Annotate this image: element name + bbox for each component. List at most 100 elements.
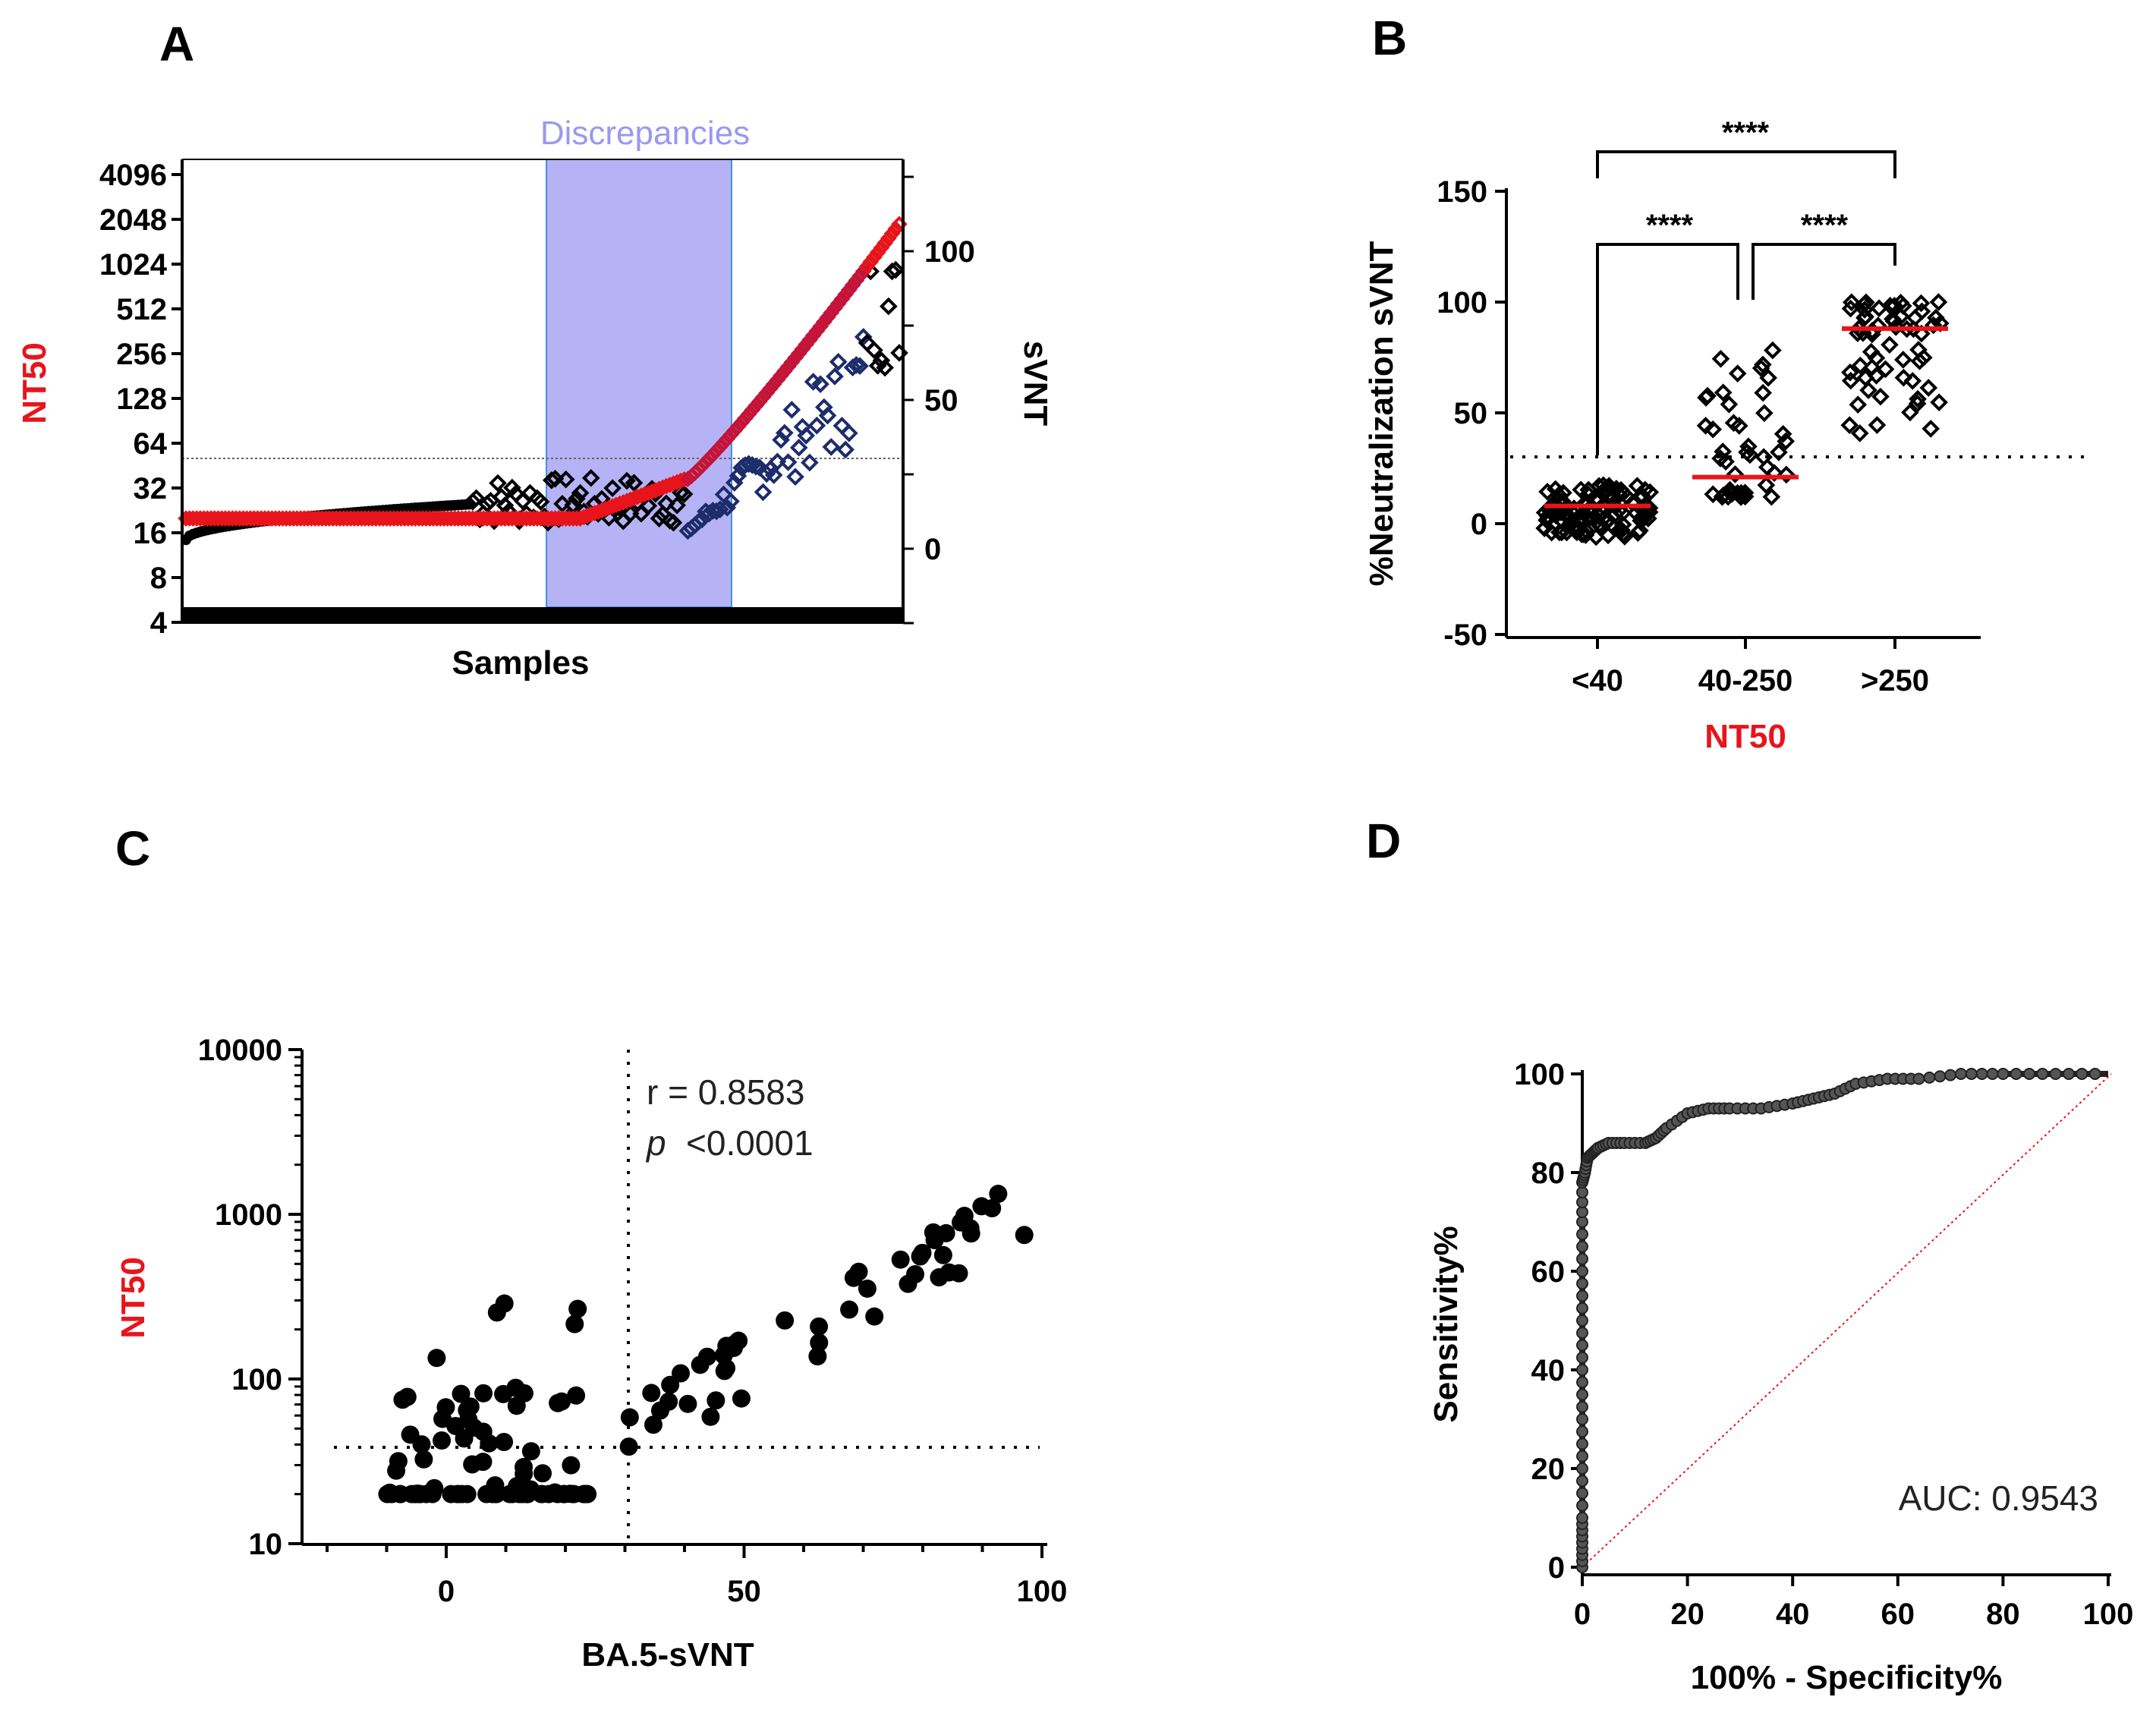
nt50-point	[650, 480, 668, 498]
y-axis-right-title: sVNT	[1017, 341, 1054, 427]
roc-point	[1576, 1364, 1588, 1376]
panel-d-chart: 0 20 40 60 80 100 0 20 40 60 80 100 AUC: 0.9543 10…	[1427, 1058, 2133, 1696]
svnt-point	[789, 439, 808, 457]
svnt-point	[776, 423, 794, 442]
data-point	[1741, 445, 1759, 464]
data-point	[1777, 432, 1795, 451]
y-ticks: 10 100 1000 10000	[198, 1034, 302, 1561]
data-point	[1587, 527, 1606, 546]
y-axis-title: %Neutralization sVNT	[1363, 241, 1400, 587]
data-point	[810, 1333, 829, 1352]
data-point	[644, 1415, 663, 1434]
nt50-point	[625, 490, 643, 507]
tick-label: 0	[1471, 508, 1487, 541]
data-point	[1870, 299, 1888, 318]
nt50-point	[869, 244, 886, 261]
svnt-point	[826, 367, 844, 386]
data-point	[1704, 485, 1723, 504]
svnt-point	[807, 416, 826, 435]
data-point	[1546, 495, 1564, 513]
left-ticks: 4 8 16 32 64 128 256 512 1024 2048 4096	[99, 159, 182, 640]
y-ticks: -50 0 50 100 150	[1437, 175, 1506, 652]
svnt-point	[797, 427, 816, 445]
roc-point	[1576, 1475, 1588, 1488]
data-point	[1631, 521, 1649, 540]
tick-label: 100	[924, 235, 975, 269]
data-point	[1908, 394, 1927, 413]
nt50-point	[672, 472, 689, 490]
nt50-point	[866, 249, 883, 266]
y-axis-title: NT50	[115, 1257, 152, 1339]
tick-label: 100	[231, 1363, 282, 1396]
roc-point	[1576, 1388, 1588, 1401]
data-point	[925, 1231, 944, 1250]
svnt-point	[880, 297, 898, 316]
nt50-point	[661, 477, 678, 493]
data-point	[552, 1392, 571, 1411]
tick-label: 100	[2083, 1598, 2134, 1631]
data-point	[1015, 1226, 1034, 1245]
data-point	[1732, 488, 1750, 506]
nt50-point	[694, 457, 711, 474]
roc-point	[1576, 1487, 1588, 1500]
svnt-point	[829, 352, 848, 371]
svnt-point	[639, 496, 658, 515]
data-point	[436, 1398, 455, 1417]
nt50-point	[700, 450, 718, 467]
data-point	[1859, 381, 1877, 399]
nt50-point	[765, 376, 782, 393]
nt50-point	[744, 401, 761, 419]
roc-point	[2088, 1068, 2101, 1080]
svnt-point	[546, 469, 565, 488]
data-point	[1628, 477, 1647, 496]
nt50-point	[773, 367, 789, 384]
nt50-point	[622, 491, 639, 508]
data-point	[1726, 465, 1745, 483]
nt50-point	[833, 291, 851, 307]
panel-label-d: D	[1366, 814, 1401, 868]
category-label: >250	[1861, 664, 1929, 697]
tick-label: 0	[1548, 1551, 1565, 1585]
roc-point	[1576, 1302, 1588, 1314]
nt50-point	[636, 486, 653, 503]
svnt-point	[822, 438, 841, 456]
nt50-point	[608, 496, 625, 514]
nt50-point	[751, 393, 768, 410]
data-point	[452, 1384, 471, 1403]
data-point	[1924, 316, 1943, 335]
roc-point	[1576, 1376, 1588, 1389]
roc-point	[1576, 1216, 1588, 1228]
panel-b-chart: -50 0 50 100 150 **** **** **** <40 40-250 >25…	[1363, 116, 2087, 755]
nt50-point	[611, 495, 628, 512]
x-ticks: 0 50 100	[326, 1544, 1067, 1608]
data-point	[619, 1437, 638, 1456]
tick-label: 100	[1514, 1058, 1565, 1091]
nt50-point	[769, 371, 786, 389]
data-point	[1851, 356, 1870, 375]
nt50-point	[873, 239, 890, 257]
right-ticks: 0 50 100	[903, 175, 975, 625]
data-point	[562, 1456, 581, 1475]
svnt-point	[625, 474, 644, 493]
data-point	[515, 1458, 533, 1477]
svnt-point	[467, 489, 486, 508]
roc-point	[1576, 1400, 1588, 1413]
data-point	[715, 1362, 734, 1381]
nt50-point	[808, 323, 826, 339]
data-point	[1893, 297, 1912, 315]
discrepancy-label: Discrepancies	[540, 115, 750, 152]
tick-label: 150	[1437, 175, 1487, 209]
nt50-point	[826, 300, 843, 316]
data-point	[1922, 420, 1940, 438]
roc-point	[1576, 1450, 1588, 1462]
roc-curve	[1576, 1068, 2108, 1573]
svnt-point	[668, 496, 686, 515]
data-point	[899, 1274, 917, 1293]
nt50-point	[851, 267, 868, 285]
data-point	[533, 1464, 552, 1483]
tick-label: 20	[1670, 1598, 1704, 1631]
nt50-point	[848, 272, 865, 289]
data-point	[1849, 395, 1868, 414]
nt50-point	[590, 503, 607, 521]
